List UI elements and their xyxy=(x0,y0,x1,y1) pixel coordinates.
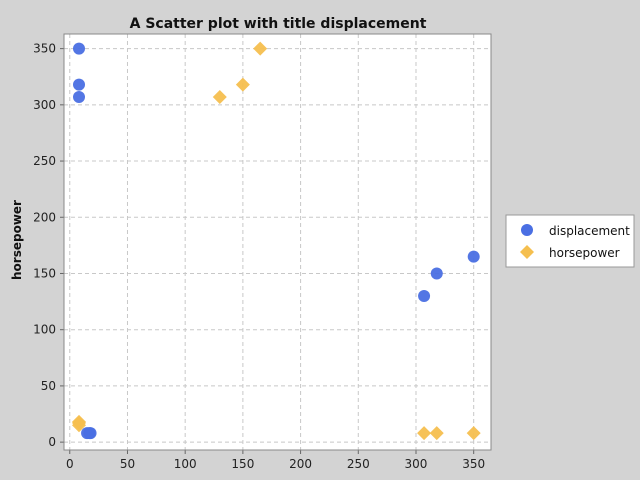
plot-border xyxy=(63,33,492,451)
data-point-horsepower xyxy=(72,418,87,433)
data-point-displacement xyxy=(73,90,86,103)
y-tick-label: 50 xyxy=(41,379,56,393)
data-point-horsepower xyxy=(212,89,227,104)
data-point-displacement xyxy=(84,427,97,440)
legend-label-horsepower: horsepower xyxy=(549,246,620,260)
data-point-displacement xyxy=(73,42,86,55)
y-tick-label: 0 xyxy=(48,435,56,449)
x-tick-label: 250 xyxy=(347,457,370,471)
legend-marker-horsepower xyxy=(520,245,534,259)
x-tick-label: 300 xyxy=(405,457,428,471)
data-point-horsepower xyxy=(466,426,481,441)
x-tick-label: 350 xyxy=(462,457,485,471)
x-tick-label: 200 xyxy=(289,457,312,471)
x-tick-label: 50 xyxy=(120,457,135,471)
data-point-horsepower xyxy=(429,426,444,441)
data-point-displacement xyxy=(430,267,443,280)
x-tick-label: 0 xyxy=(66,457,74,471)
axis-ticks: 0 50 100 150 200 250 300 350 0 50 100 150 200 250 300 3… xyxy=(33,42,485,471)
y-tick-label: 150 xyxy=(33,266,56,280)
y-axis-label: horsepower xyxy=(10,200,24,280)
legend-marker-displacement xyxy=(521,224,533,236)
y-tick-label: 300 xyxy=(33,98,56,112)
data-point-displacement xyxy=(418,289,431,302)
y-tick-label: 250 xyxy=(33,154,56,168)
y-tick-label: 100 xyxy=(33,323,56,337)
grid xyxy=(64,34,491,450)
plot-area xyxy=(64,34,491,450)
data-point-displacement xyxy=(73,78,86,91)
y-tick-label: 350 xyxy=(33,42,56,56)
x-tick-label: 150 xyxy=(231,457,254,471)
data-point-horsepower xyxy=(235,77,250,92)
y-tick-label: 200 xyxy=(33,210,56,224)
x-tick-label: 100 xyxy=(174,457,197,471)
chart-title: A Scatter plot with title displacement xyxy=(130,16,427,32)
data-point-horsepower xyxy=(253,41,268,56)
data-points xyxy=(72,41,481,441)
legend-label-displacement: displacement xyxy=(549,224,630,238)
data-point-horsepower xyxy=(417,426,432,441)
legend: displacement horsepower xyxy=(505,214,635,268)
data-point-displacement xyxy=(467,250,480,263)
